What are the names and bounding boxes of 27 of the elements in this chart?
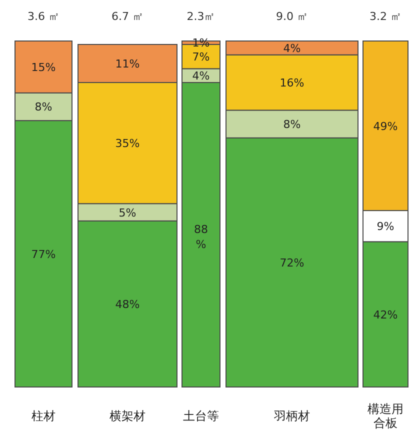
text: 9.0 ㎡ <box>276 10 308 23</box>
text: 3.2 ㎡ <box>370 10 402 23</box>
data-label: 7% <box>192 50 210 64</box>
data-label: 9% <box>376 220 394 234</box>
data-label: 15% <box>31 60 56 74</box>
data-label: 88% <box>194 222 208 251</box>
data-label: 48% <box>115 298 140 311</box>
data-label: 35% <box>115 137 140 150</box>
x-tick-label: 柱材 <box>32 409 56 423</box>
data-label: 8% <box>34 100 52 114</box>
x-tick-label: 構造用合板 <box>368 402 404 430</box>
x-tick-label: 羽柄材 <box>273 409 310 423</box>
data-label: 49% <box>373 120 398 133</box>
text: 2.3㎡ <box>186 10 216 23</box>
data-label: 8% <box>283 118 301 132</box>
x-tick-label: 横架材 <box>110 409 146 423</box>
data-label: 4% <box>192 70 210 83</box>
data-label: 11% <box>115 57 140 70</box>
text: 6.7 ㎡ <box>112 10 144 23</box>
x-tick-label: 土台等 <box>183 409 219 423</box>
data-label: 16% <box>280 76 304 90</box>
data-label: 42% <box>373 308 398 322</box>
data-label: 77% <box>31 248 56 261</box>
data-label: 5% <box>118 206 136 220</box>
data-label: 4% <box>283 42 301 55</box>
text: 3.6 ㎡ <box>28 10 60 23</box>
data-label: 72% <box>280 256 304 270</box>
